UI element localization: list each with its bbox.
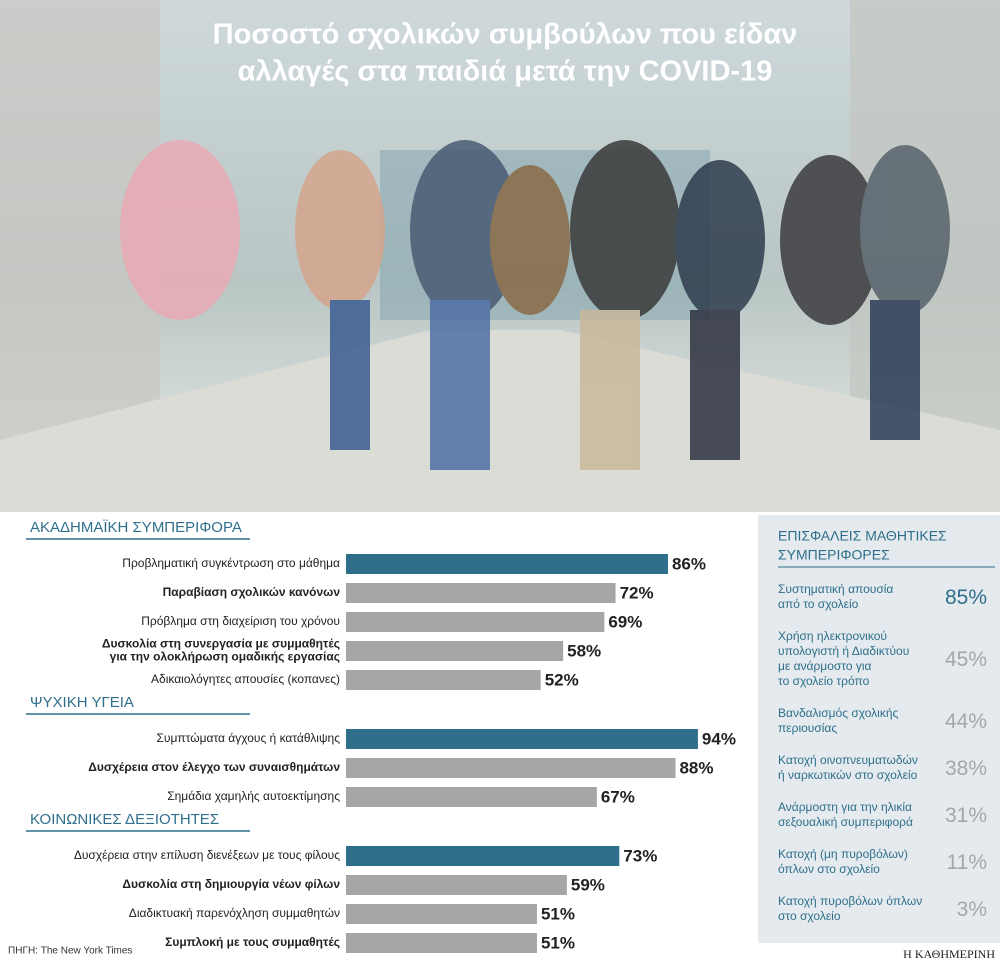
value-label: 51% <box>541 904 575 923</box>
value-label: 51% <box>541 933 575 952</box>
photo <box>0 0 1000 512</box>
bar <box>346 641 564 661</box>
bar <box>346 554 668 574</box>
category-label: Σημάδια χαμηλής αυτοεκτίμησης <box>167 789 340 803</box>
value-label: 52% <box>545 670 579 689</box>
side-panel <box>758 515 1000 943</box>
title: αλλαγές στα παιδιά μετά την COVID-19 <box>238 56 773 88</box>
item-value: 38% <box>945 757 987 780</box>
group-title: ΚΟΙΝΩΝΙΚΕΣ ΔΕΞΙΟΤΗΤΕΣ <box>30 811 219 828</box>
bar <box>346 583 616 603</box>
credit: Η ΚΑΘΗΜΕΡΙΝΗ <box>903 947 995 961</box>
value-label: 59% <box>571 875 605 894</box>
value-label: 69% <box>608 612 642 631</box>
category-label: Παραβίαση σχολικών κανόνων <box>163 585 341 599</box>
item-value: 3% <box>957 898 987 921</box>
bar <box>346 787 597 807</box>
item-label: σεξουαλική συμπεριφορά <box>778 815 913 829</box>
category-label: Διαδικτυακή παρενόχληση συμμαθητών <box>129 906 340 920</box>
item-label: Κατοχή (μη πυροβόλων) <box>778 847 908 861</box>
item-label: υπολογιστή ή Διαδικτύου <box>778 644 909 658</box>
category-label: Δυσκολία στη δημιουργία νέων φίλων <box>122 877 340 891</box>
value-label: 88% <box>679 758 713 777</box>
group-title-bg <box>26 518 256 538</box>
category-label: για την ολοκλήρωση ομαδικής εργασίας <box>110 650 340 664</box>
item-label: στο σχολείο <box>778 909 841 923</box>
category-label: Προβληματική συγκέντρωση στο μάθημα <box>122 556 340 570</box>
panel-title: ΣΥΜΠΕΡΙΦΟΡΕΣ <box>778 547 890 563</box>
group-title: ΑΚΑΔΗΜΑΪΚΗ ΣΥΜΠΕΡΙΦΟΡΑ <box>30 519 242 536</box>
category-label: Συμπτώματα άγχους ή κατάθλιψης <box>156 731 340 745</box>
value-label: 73% <box>623 846 657 865</box>
value-label: 58% <box>567 641 601 660</box>
bar <box>346 875 567 895</box>
item-value: 31% <box>945 804 987 827</box>
item-value: 45% <box>945 648 987 671</box>
group-title-bg <box>26 810 256 830</box>
item-label: Κατοχή οινοπνευματωδών <box>778 753 918 767</box>
category-label: Δυσχέρεια στην επίλυση διενέξεων με τους… <box>74 848 340 862</box>
item-value: 44% <box>945 710 987 733</box>
category-label: Δυσχέρεια στον έλεγχο των συναισθημάτων <box>88 760 340 774</box>
category-label: Πρόβλημα στη διαχείριση του χρόνου <box>141 614 340 628</box>
panel-title: ΕΠΙΣΦΑΛΕΙΣ ΜΑΘΗΤΙΚΕΣ <box>778 528 947 544</box>
value-label: 72% <box>620 583 654 602</box>
item-label: Κατοχή πυροβόλων όπλων <box>778 894 922 908</box>
bar <box>346 933 537 953</box>
source: ΠΗΓΗ: The New York Times <box>8 946 132 957</box>
item-label: Συστηματική απουσία <box>778 582 893 596</box>
item-label: περιουσίας <box>778 721 837 735</box>
category-label: Δυσκολία στη συνεργασία με συμμαθητές <box>102 637 340 651</box>
group-title: ΨΥΧΙΚΗ ΥΓΕΙΑ <box>30 694 134 711</box>
item-value: 11% <box>947 851 987 874</box>
bar <box>346 612 605 632</box>
item-label: ή ναρκωτικών στο σχολείο <box>778 768 918 782</box>
item-label: Βανδαλισμός σχολικής <box>778 706 899 720</box>
item-label: Ανάρμοστη για την ηλικία <box>778 800 912 814</box>
bar <box>346 758 676 778</box>
title: Ποσοστό σχολικών συμβούλων που είδαν <box>213 19 798 51</box>
bar <box>346 670 541 690</box>
item-value: 85% <box>945 586 987 609</box>
bar <box>346 729 698 749</box>
item-label: όπλων στο σχολείο <box>778 862 880 876</box>
item-label: με ανάρμοστο για <box>778 659 872 673</box>
category-label: Συμπλοκή με τους συμμαθητές <box>165 935 340 949</box>
value-label: 86% <box>672 554 706 573</box>
item-label: από το σχολείο <box>778 597 859 611</box>
item-label: Χρήση ηλεκτρονικού <box>778 629 887 643</box>
value-label: 67% <box>601 787 635 806</box>
group-title-bg <box>26 693 256 713</box>
bar <box>346 846 620 866</box>
value-label: 94% <box>702 729 736 748</box>
bar <box>346 904 537 924</box>
item-label: το σχολείο τρόπο <box>778 674 870 688</box>
category-label: Αδικαιολόγητες απουσίες (κοπανες) <box>151 672 340 686</box>
